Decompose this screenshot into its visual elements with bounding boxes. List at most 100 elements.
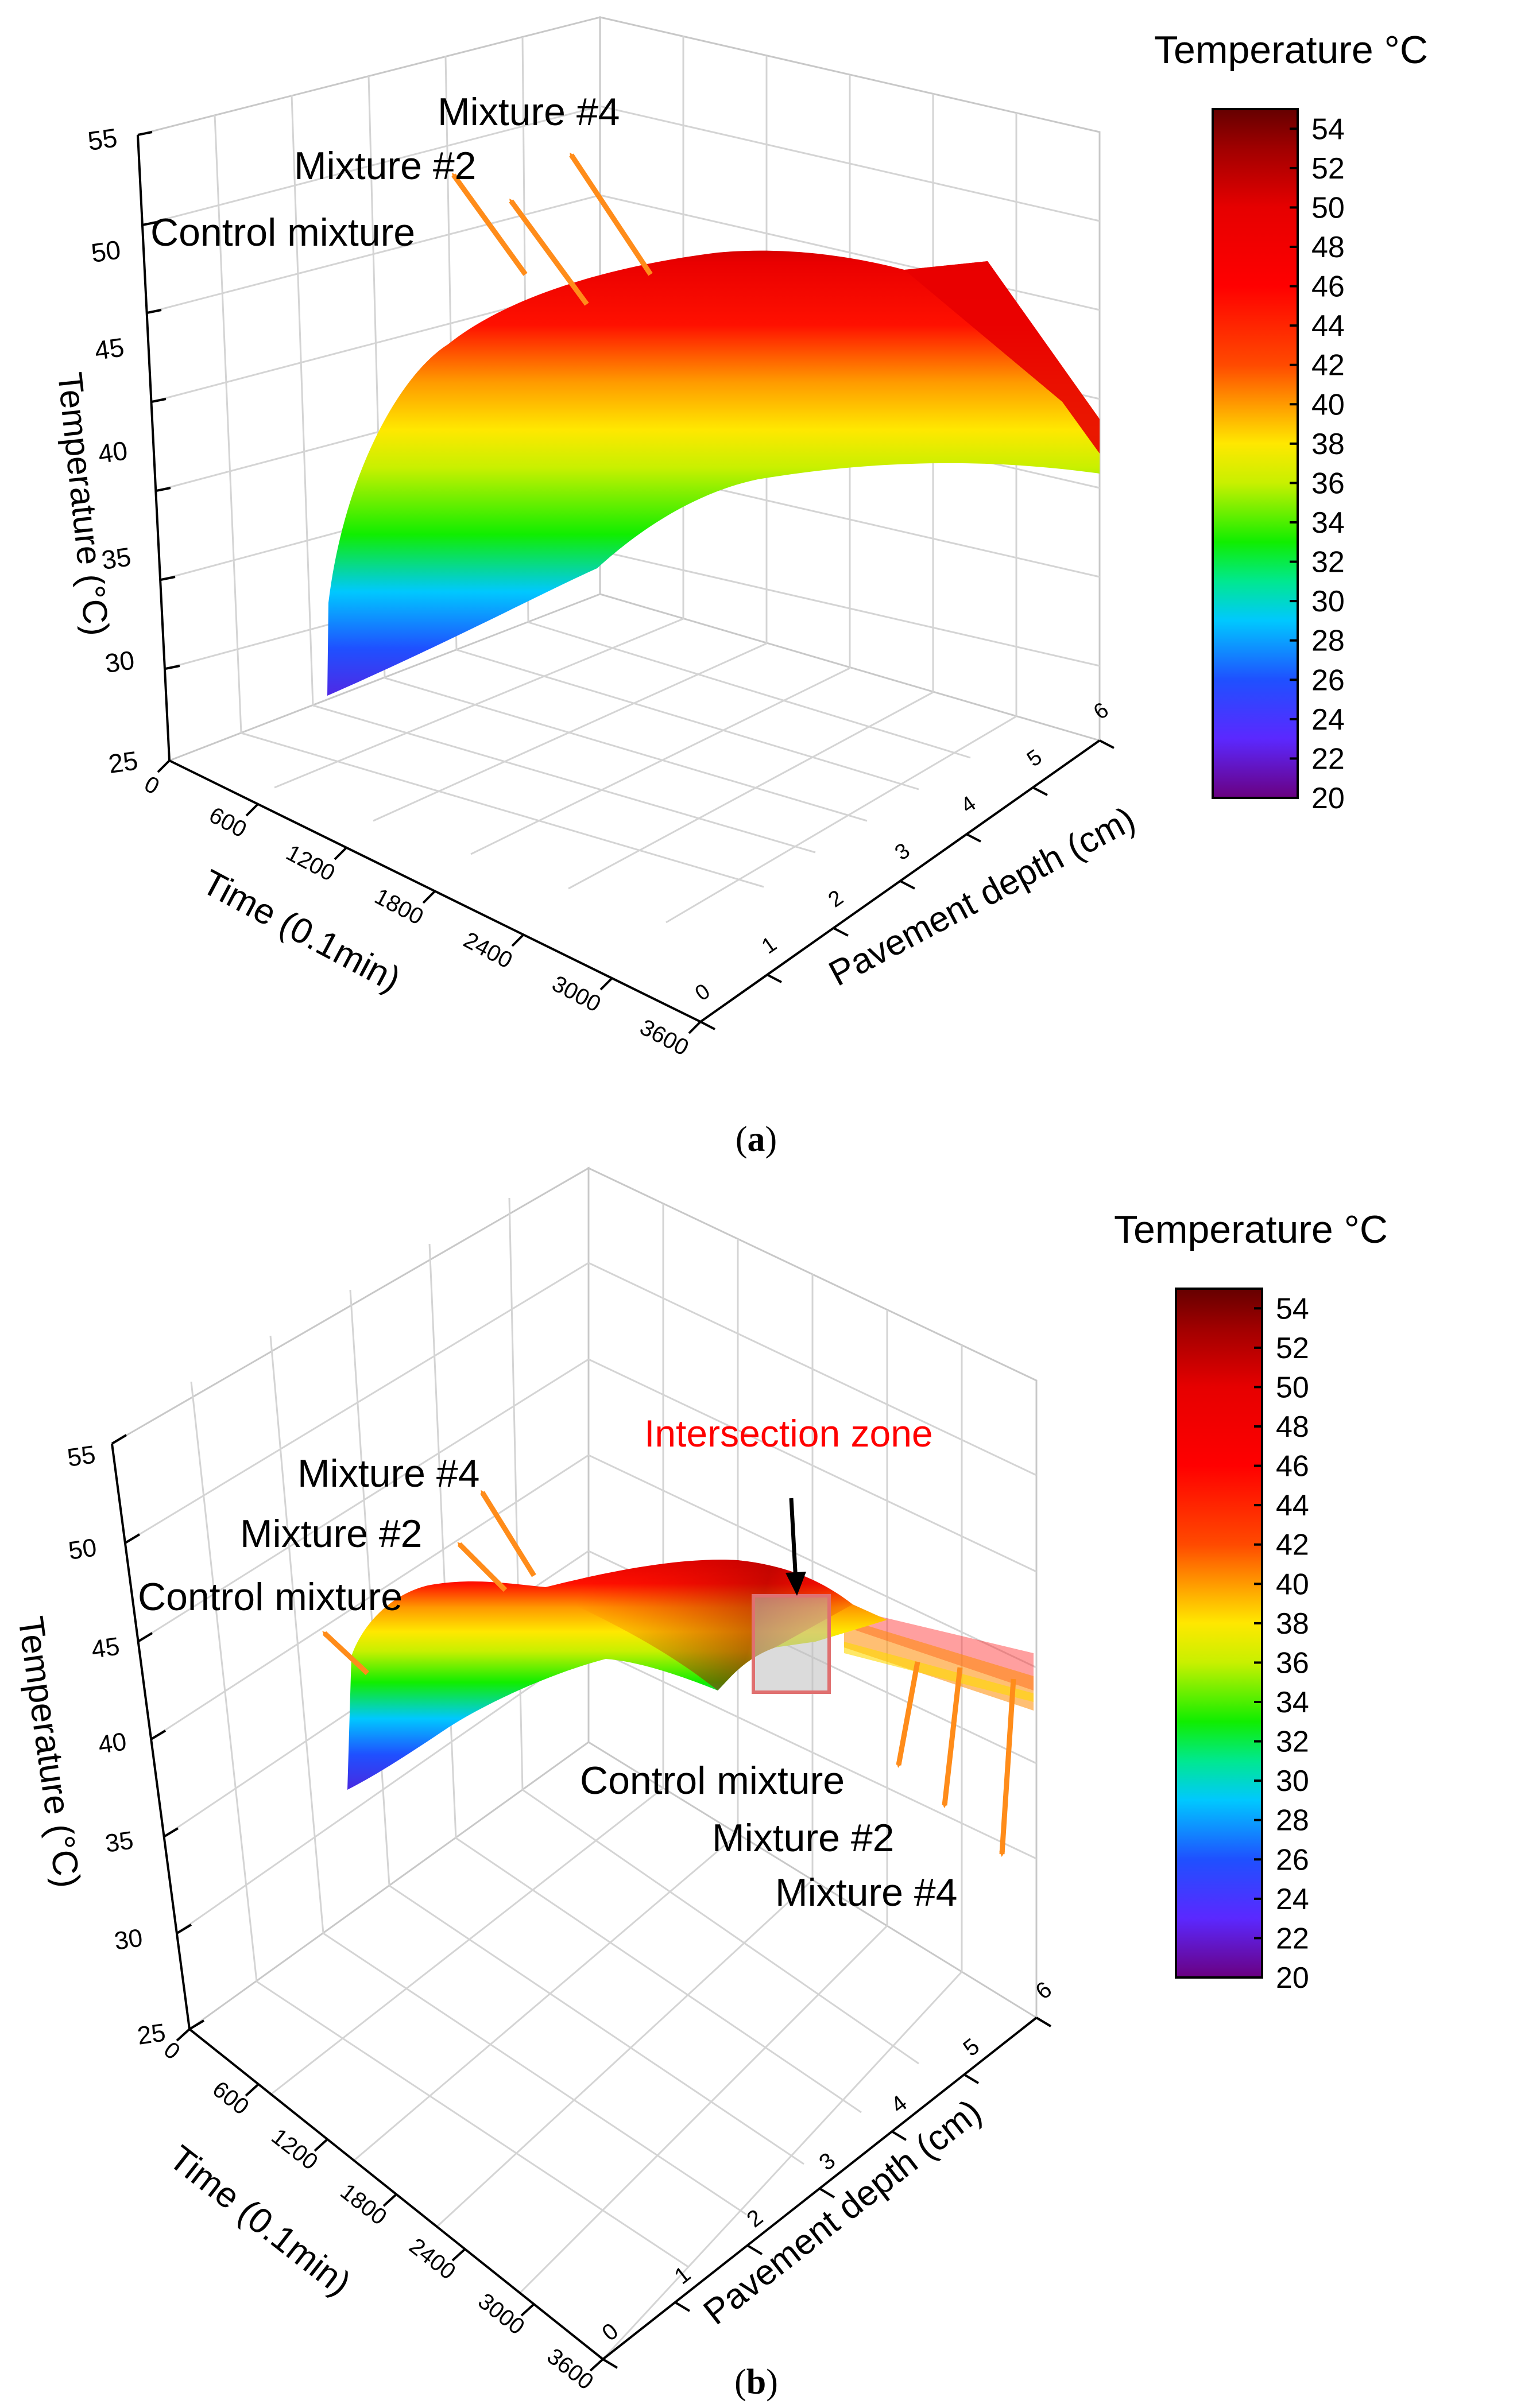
z-axis-b [111, 1443, 191, 2030]
colorbar-tick-label: 28 [1311, 625, 1345, 658]
z-tick-label: 50 [67, 1533, 98, 1565]
z-tick-label: 50 [89, 234, 122, 268]
time-tick-label: 1800 [370, 883, 427, 930]
annotations-b-right: Control mixture Mixture #2 Mixture #4 [580, 1661, 1016, 1914]
surface-tail-lower [844, 1642, 1034, 1702]
colorbar-tick-label: 38 [1276, 1607, 1309, 1641]
z-tick-label: 25 [136, 2018, 167, 2050]
mixture4-label-right: Mixture #4 [775, 1871, 957, 1914]
colorbar-ticks: 54 52 50 48 46 44 42 40 38 36 34 32 30 28 26 24 22 20 [1254, 1292, 1309, 1995]
colorbar-tick-label: 44 [1276, 1489, 1309, 1522]
colorbar-tick-label: 30 [1276, 1765, 1309, 1798]
colorbar-tick-label: 32 [1311, 546, 1345, 579]
z-ticks-a: 55 50 45 40 35 30 25 [86, 122, 180, 779]
z-tick-label: 40 [96, 435, 129, 469]
depth-tick-label: 5 [958, 2034, 984, 2061]
depth-tick-label: 1 [757, 932, 781, 959]
control-mixture-label: Control mixture [138, 1575, 403, 1619]
depth-tick-label: 5 [1023, 745, 1046, 772]
annotations-a: Mixture #4 Mixture #2 Control mixture [150, 90, 653, 306]
colorbar-tick-label: 40 [1276, 1568, 1309, 1601]
colorbar-tick-label: 54 [1311, 113, 1345, 146]
colorbar-tick-label: 42 [1311, 349, 1345, 382]
depth-tick-label: 4 [957, 792, 980, 819]
colorbar-tick-label: 46 [1311, 270, 1345, 304]
depth-tick-label: 2 [742, 2205, 768, 2232]
colorbar-tick-label: 38 [1311, 428, 1345, 461]
colorbar-tick-label: 24 [1311, 703, 1345, 736]
colorbar-tick-label: 48 [1276, 1410, 1309, 1444]
z-tick-label: 30 [113, 1924, 144, 1955]
depth-tick-label: 4 [886, 2091, 912, 2118]
time-axis-label-b: Time (0.1min) [162, 2138, 358, 2304]
colorbar-tick-label: 40 [1311, 388, 1345, 421]
time-tick-label: 2400 [404, 2233, 460, 2285]
colorbar-tick-label: 50 [1311, 191, 1345, 224]
mixture2-arrow [457, 1542, 508, 1592]
mixture4-label: Mixture #4 [297, 1452, 479, 1495]
mixture4-arrow-right [999, 1678, 1016, 1857]
time-tick-label: 2400 [459, 927, 516, 974]
colorbar-tick-label: 22 [1276, 1922, 1309, 1955]
time-tick-label: 3600 [636, 1014, 692, 1061]
z-tick-label: 45 [92, 332, 126, 366]
time-tick-label: 1200 [282, 840, 339, 886]
annotations-b-left: Mixture #4 Mixture #2 Control mixture [138, 1452, 536, 1676]
colorbar-tick-label: 44 [1311, 309, 1345, 343]
colorbar-tick-label: 50 [1276, 1371, 1309, 1404]
z-ticks-b: 55 50 45 40 35 30 25 [65, 1434, 205, 2050]
z-tick-label: 45 [90, 1632, 121, 1664]
control-arrow [322, 1631, 370, 1676]
time-tick-label: 3000 [473, 2289, 529, 2340]
colorbar-tick-label: 34 [1276, 1686, 1309, 1719]
depth-axis-label-a: Pavement depth (cm) [823, 799, 1142, 994]
intersection-zone-label: Intersection zone [644, 1412, 933, 1455]
temperature-surface-a [327, 250, 1100, 696]
panel-a-caption: (a) [736, 1120, 777, 1159]
control-mixture-label: Control mixture [150, 211, 415, 254]
time-tick-label: 3000 [548, 971, 605, 1017]
colorbar-title: Temperature °C [1114, 1208, 1388, 1251]
time-tick-label: 1800 [335, 2179, 391, 2230]
colorbar-title: Temperature °C [1154, 28, 1428, 72]
z-tick-label: 30 [103, 645, 136, 678]
mixture4-label: Mixture #4 [438, 90, 620, 134]
mixture2-arrow-right [942, 1667, 963, 1808]
panel-b-caption: (b) [734, 2363, 778, 2402]
time-tick-label: 600 [208, 2076, 254, 2120]
depth-tick-label: 3 [814, 2148, 840, 2176]
colorbar-tick-label: 20 [1311, 782, 1345, 815]
colorbar-tick-label: 54 [1276, 1292, 1309, 1325]
colorbar-tick-label: 30 [1311, 585, 1345, 618]
depth-tick-label: 1 [670, 2262, 695, 2289]
mixture4-arrow [451, 172, 528, 276]
surface-crest-b [540, 1560, 853, 1690]
control-mixture-label-right: Control mixture [580, 1759, 845, 1802]
z-tick-label: 35 [99, 541, 133, 575]
colorbar-tick-label: 36 [1276, 1646, 1309, 1680]
colorbar-tick-label: 24 [1276, 1883, 1309, 1916]
mixture2-arrow [509, 198, 589, 306]
depth-tick-label: 2 [824, 886, 848, 913]
mixture2-label-right: Mixture #2 [712, 1816, 894, 1860]
z-tick-label: 40 [96, 1727, 128, 1759]
colorbar-tick-label: 32 [1276, 1725, 1309, 1759]
z-tick-label: 55 [65, 1440, 97, 1472]
intersection-zone: Intersection zone [644, 1412, 933, 1694]
mixture4-arrow [480, 1490, 536, 1577]
z-axis-a [137, 134, 171, 761]
surface-top-ridge-a [904, 261, 1100, 453]
z-tick-label: 55 [86, 122, 119, 156]
z-tick-label: 35 [103, 1826, 135, 1858]
time-tick-label: 600 [205, 802, 251, 843]
intersection-pointer-head [785, 1572, 806, 1596]
control-arrow-right [896, 1661, 920, 1768]
colorbar-scale [1175, 1288, 1263, 1979]
colorbar-tick-label: 48 [1311, 231, 1345, 264]
panel-a-chart: 55 50 45 40 35 30 25 Temperature (°C) 0 … [51, 16, 1428, 1061]
intersection-box [752, 1594, 831, 1694]
colorbar-tick-label: 42 [1276, 1529, 1309, 1562]
depth-tick-label: 0 [691, 979, 714, 1006]
z-axis-label-a: Temperature (°C) [51, 370, 117, 637]
